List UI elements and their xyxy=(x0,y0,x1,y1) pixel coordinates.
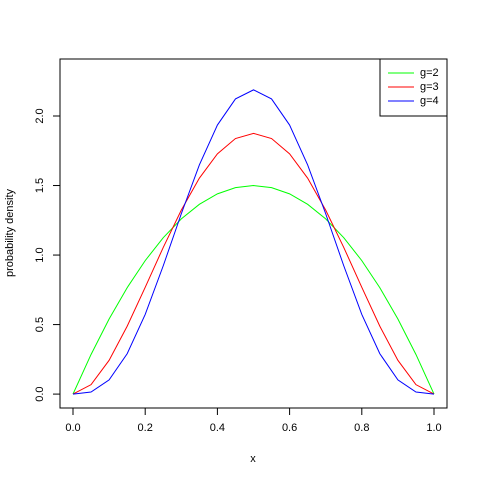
y-tick-label: 0.5 xyxy=(34,317,46,332)
legend-label: g=4 xyxy=(420,95,439,107)
x-tick-label: 1.0 xyxy=(426,422,441,434)
y-tick-label: 0.0 xyxy=(34,386,46,401)
x-tick-label: 0.2 xyxy=(138,422,153,434)
y-tick-label: 1.5 xyxy=(34,178,46,193)
series-line xyxy=(72,132,435,395)
x-axis-title: x xyxy=(250,453,256,465)
series-line xyxy=(72,185,435,395)
series-line xyxy=(72,89,435,395)
y-axis-title: probability density xyxy=(4,188,16,277)
x-tick-label: 0.6 xyxy=(282,422,297,434)
legend-label: g=2 xyxy=(420,67,439,79)
x-tick-label: 0.4 xyxy=(210,422,225,434)
y-tick-label: 1.0 xyxy=(34,247,46,262)
plot-frame xyxy=(59,58,448,409)
x-tick-label: 0.0 xyxy=(65,422,80,434)
legend-label: g=3 xyxy=(420,81,439,93)
x-tick-label: 0.8 xyxy=(354,422,369,434)
y-tick-label: 2.0 xyxy=(34,108,46,123)
